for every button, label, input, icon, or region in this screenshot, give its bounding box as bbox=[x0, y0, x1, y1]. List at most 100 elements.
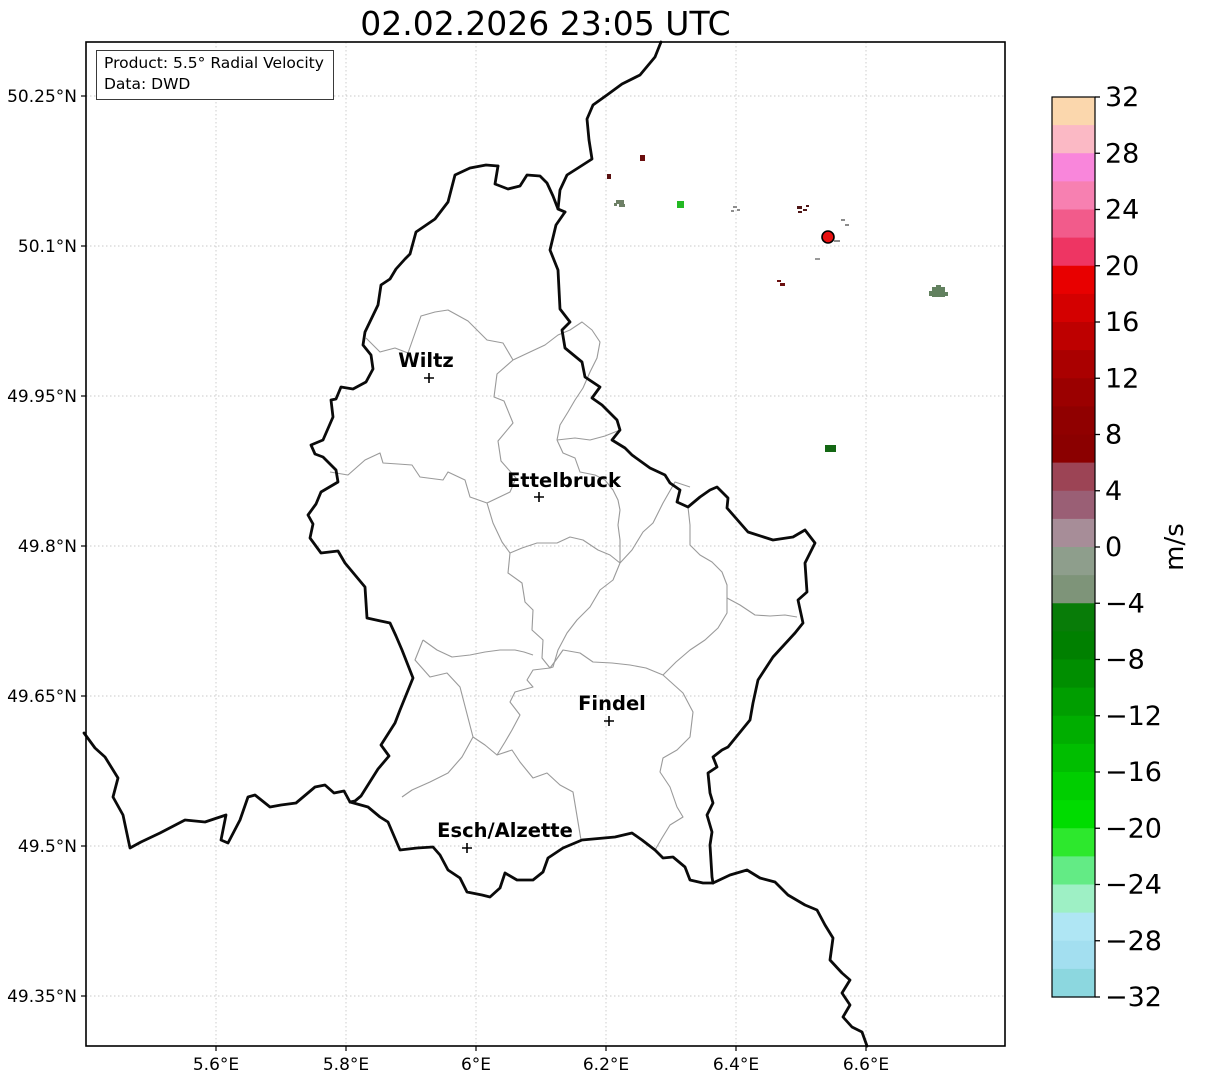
y-tick-label: 49.8°N bbox=[18, 537, 77, 557]
colorbar-unit-label: m/s bbox=[1160, 523, 1190, 571]
district-border bbox=[509, 536, 621, 564]
colorbar-band bbox=[1052, 293, 1095, 323]
colorbar-band bbox=[1052, 406, 1095, 436]
axis-ticks: 5.6°E 5.8°E 6°E 6.2°E 6.4°E 6.6°E 50.25°N 50.1°… bbox=[7, 87, 889, 1075]
colorbar-band bbox=[1052, 631, 1095, 661]
district-border bbox=[486, 502, 551, 669]
radar-echo bbox=[733, 206, 737, 208]
y-tick-label: 50.1°N bbox=[18, 237, 77, 257]
district-border bbox=[486, 359, 517, 504]
colorbar-tick-label: 4 bbox=[1105, 476, 1122, 507]
district-border bbox=[422, 639, 534, 658]
figure-title: 02.02.2026 23:05 UTC bbox=[360, 4, 731, 43]
colorbar-tick-label: −20 bbox=[1105, 813, 1162, 844]
colorbar-tick-label: −24 bbox=[1105, 870, 1162, 901]
colorbar-band bbox=[1052, 434, 1095, 464]
radar-echo bbox=[797, 206, 802, 209]
radar-echo bbox=[932, 287, 945, 297]
radar-echo bbox=[834, 240, 840, 242]
colorbar-band bbox=[1052, 575, 1095, 604]
country-border bbox=[493, 164, 567, 214]
country-border bbox=[82, 731, 352, 850]
product-info-box: Product: 5.5° Radial Velocity Data: DWD bbox=[96, 50, 334, 100]
radar-echo bbox=[803, 209, 807, 211]
radar-echo bbox=[616, 200, 624, 204]
colorbar-band bbox=[1052, 97, 1095, 126]
colorbar-tick-label: 8 bbox=[1105, 420, 1122, 451]
country-border bbox=[348, 800, 715, 899]
colorbar-tick-label: 32 bbox=[1105, 82, 1139, 113]
city-label: Ettelbruck bbox=[507, 469, 622, 492]
colorbar-band bbox=[1052, 884, 1095, 914]
colorbar-tick-label: −32 bbox=[1105, 982, 1162, 1013]
colorbar-band bbox=[1052, 659, 1095, 689]
colorbar-tick-label: 12 bbox=[1105, 363, 1139, 394]
district-border bbox=[556, 429, 621, 441]
district-border bbox=[472, 736, 498, 756]
radar-site-dot bbox=[821, 230, 835, 244]
y-tick-label: 50.25°N bbox=[7, 87, 77, 107]
gridlines bbox=[86, 42, 1005, 1046]
city-marker bbox=[462, 843, 472, 853]
colorbar-band bbox=[1052, 687, 1095, 717]
colorbar-band bbox=[1052, 856, 1095, 886]
colorbar-tick-label: 20 bbox=[1105, 251, 1139, 282]
colorbar-band bbox=[1052, 603, 1095, 632]
colorbar-band bbox=[1052, 125, 1095, 154]
colorbar-tick-label: −4 bbox=[1105, 588, 1145, 619]
radar-echo bbox=[607, 174, 611, 179]
radar-echo bbox=[806, 205, 809, 207]
colorbar-tick-label: 28 bbox=[1105, 138, 1139, 169]
colorbar-band bbox=[1052, 378, 1095, 407]
colorbar-band bbox=[1052, 547, 1095, 576]
colorbar: 32 28 24 20 16 12 8 4 0 −4 −8 −12 −16 −20 −24 −28 −32 m/s bbox=[1051, 82, 1190, 1013]
x-tick-label: 5.8°E bbox=[323, 1055, 369, 1075]
district-border bbox=[549, 481, 691, 669]
product-line: Product: 5.5° Radial Velocity bbox=[104, 54, 324, 72]
city-label: Wiltz bbox=[398, 349, 454, 372]
colorbar-tick-label: −16 bbox=[1105, 757, 1162, 788]
radar-echo bbox=[737, 209, 740, 211]
colorbar-band bbox=[1052, 800, 1095, 829]
x-tick-label: 6°E bbox=[461, 1055, 491, 1075]
x-tick-label: 6.6°E bbox=[843, 1055, 889, 1075]
colorbar-band bbox=[1052, 828, 1095, 857]
district-border bbox=[496, 667, 582, 841]
district-border bbox=[549, 649, 694, 851]
radar-echo bbox=[929, 291, 933, 296]
radar-echo bbox=[815, 258, 820, 260]
radar-echo bbox=[780, 283, 785, 286]
radar-echo bbox=[936, 285, 941, 288]
country-borders bbox=[82, 40, 869, 1048]
colorbar-band bbox=[1052, 912, 1095, 942]
colorbar-band bbox=[1052, 968, 1095, 998]
radar-site-marker bbox=[821, 230, 835, 244]
colorbar-band bbox=[1052, 715, 1095, 745]
district-border bbox=[512, 321, 601, 441]
radar-echo bbox=[614, 203, 617, 206]
city-marker bbox=[604, 716, 614, 726]
data-source-line: Data: DWD bbox=[104, 75, 191, 93]
radar-echo bbox=[677, 201, 684, 208]
radar-echo bbox=[798, 211, 802, 213]
district-border bbox=[662, 597, 798, 676]
country-border bbox=[556, 40, 663, 214]
radar-echo bbox=[841, 219, 845, 221]
radar-echo bbox=[777, 280, 781, 282]
country-border bbox=[548, 210, 817, 885]
colorbar-tick-label: 16 bbox=[1105, 307, 1139, 338]
radar-echo bbox=[619, 204, 625, 207]
colorbar-band bbox=[1052, 940, 1095, 970]
colorbar-band bbox=[1052, 209, 1095, 239]
y-tick-label: 49.65°N bbox=[7, 687, 77, 707]
city-marker bbox=[424, 373, 434, 383]
colorbar-band bbox=[1052, 490, 1095, 520]
plot-border bbox=[85, 41, 1006, 1047]
x-tick-label: 6.2°E bbox=[583, 1055, 629, 1075]
colorbar-band bbox=[1052, 265, 1095, 295]
city-label: Findel bbox=[578, 692, 646, 715]
x-tick-label: 5.6°E bbox=[193, 1055, 239, 1075]
radar-echo bbox=[731, 210, 734, 212]
